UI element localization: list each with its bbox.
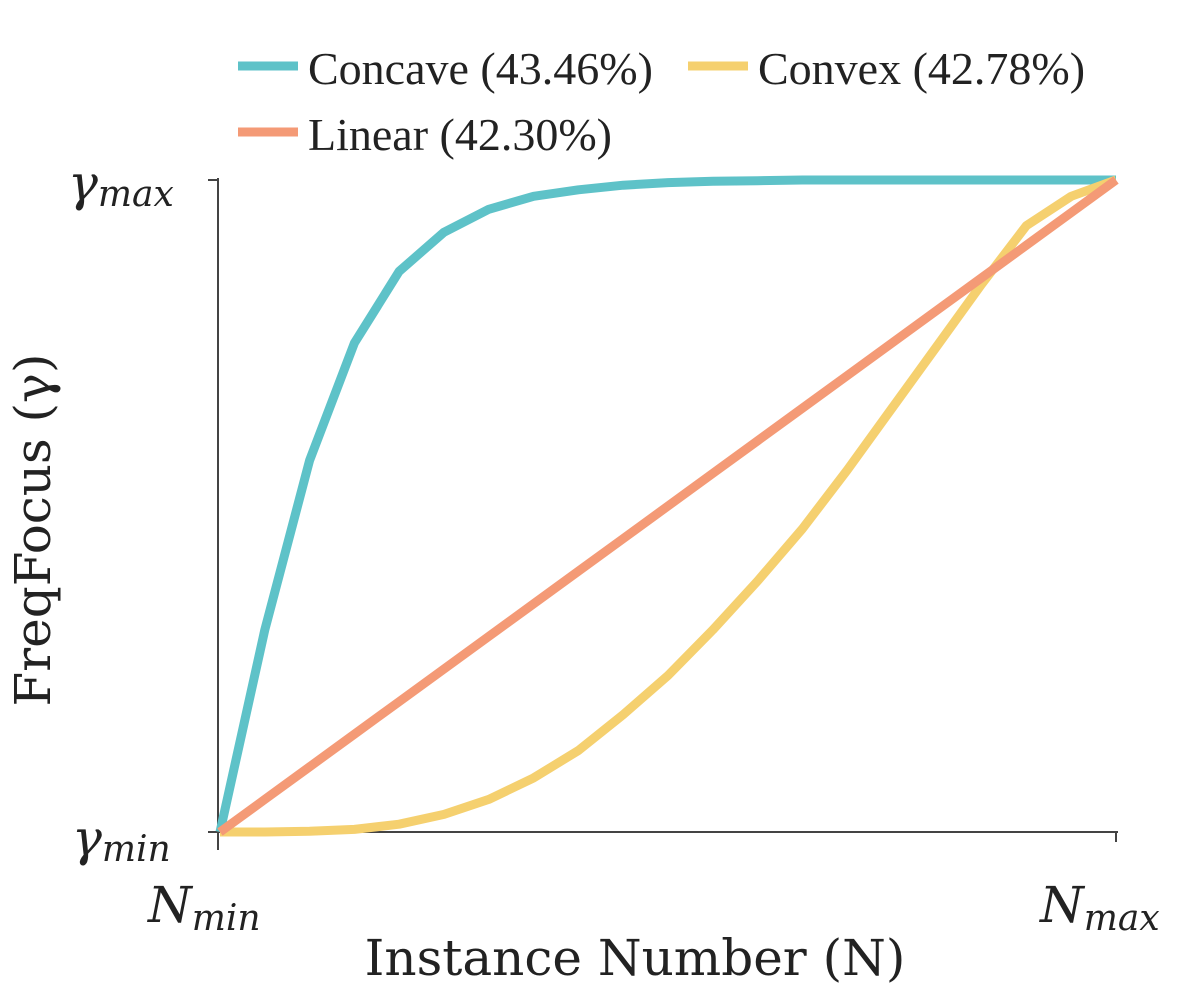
- y-tick-label-min: γmin: [72, 809, 171, 870]
- legend: Concave (43.46%) Convex (42.78%) Linear …: [238, 43, 1085, 160]
- x-axis-title: Instance Number (N): [365, 929, 906, 987]
- legend-label-convex: Convex (42.78%): [758, 43, 1085, 94]
- series-line-convex: [220, 175, 1118, 837]
- legend-label-linear: Linear (42.30%): [308, 109, 612, 160]
- y-tick-label-max: γmax: [68, 154, 174, 215]
- x-tick-label-max: Nmax: [1039, 876, 1160, 939]
- y-tick-min-base: γ: [72, 809, 102, 867]
- y-tick-min-sub: min: [102, 829, 171, 870]
- series-line-linear: [217, 176, 1119, 836]
- x-tick-max-sub: max: [1084, 898, 1160, 939]
- x-tick-min-base: N: [147, 876, 194, 934]
- legend-item-concave: Concave (43.46%): [238, 43, 653, 94]
- y-tick-max-sub: max: [98, 174, 174, 215]
- series-line-concave: [215, 175, 1116, 833]
- legend-item-convex: Convex (42.78%): [688, 43, 1085, 94]
- x-tick-max-base: N: [1039, 876, 1086, 934]
- x-tick-min-sub: min: [192, 898, 261, 939]
- x-tick-label-min: Nmin: [147, 876, 261, 939]
- series-group: [215, 175, 1119, 837]
- y-axis-title: FreqFocus (γ): [4, 354, 62, 707]
- y-tick-max-base: γ: [68, 154, 98, 212]
- legend-item-linear: Linear (42.30%): [238, 109, 612, 160]
- legend-label-concave: Concave (43.46%): [308, 43, 653, 94]
